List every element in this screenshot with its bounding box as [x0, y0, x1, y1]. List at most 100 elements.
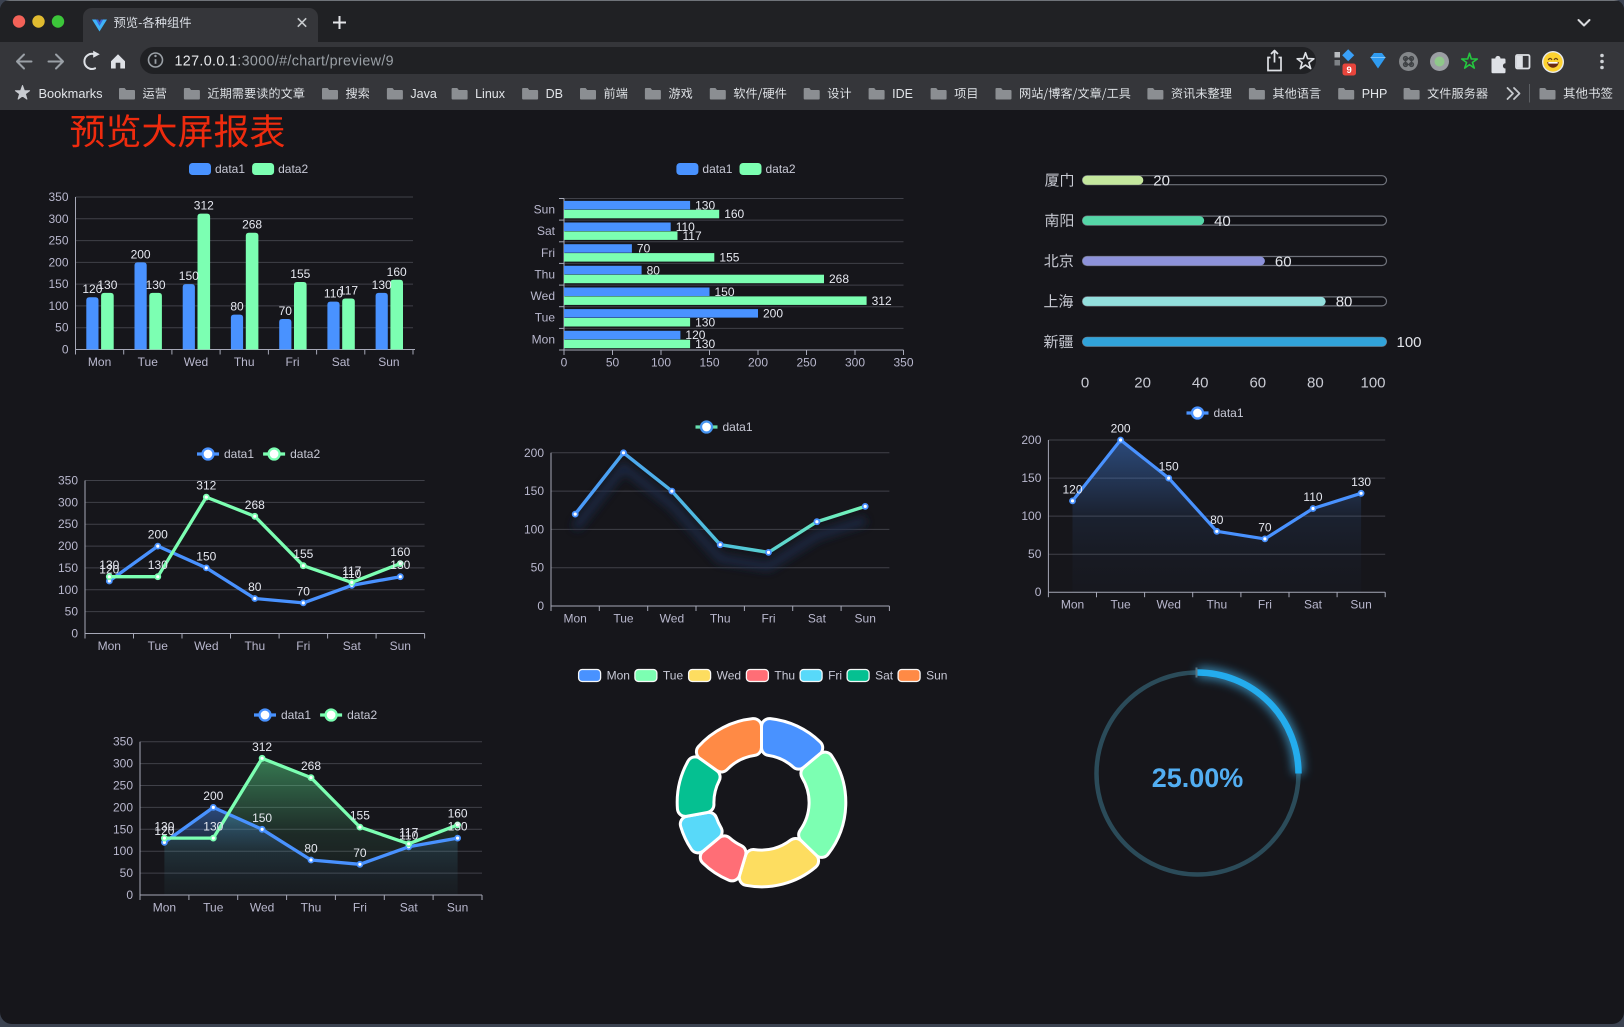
svg-text:data1: data1 [1214, 406, 1244, 420]
svg-text:25.00%: 25.00% [1152, 763, 1244, 793]
svg-text:50: 50 [55, 321, 69, 335]
svg-text:0: 0 [1081, 375, 1089, 392]
svg-text:100: 100 [524, 522, 544, 536]
svg-text:130: 130 [695, 337, 715, 351]
svg-text:150: 150 [179, 269, 199, 283]
svg-text:data1: data1 [215, 162, 245, 176]
svg-text:150: 150 [48, 277, 68, 291]
svg-text:0: 0 [537, 599, 544, 613]
svg-text:100: 100 [58, 583, 78, 597]
svg-text:150: 150 [113, 822, 133, 836]
svg-text:160: 160 [724, 207, 744, 221]
svg-text:Fri: Fri [286, 355, 300, 369]
svg-text:200: 200 [148, 528, 168, 542]
svg-text:130: 130 [372, 278, 392, 292]
svg-text:data2: data2 [290, 447, 320, 461]
svg-text:40: 40 [1214, 213, 1231, 230]
svg-text:70: 70 [1258, 520, 1272, 534]
svg-text:50: 50 [65, 605, 79, 619]
svg-text:100: 100 [48, 299, 68, 313]
svg-text:Mon: Mon [153, 901, 176, 915]
svg-text:Thu: Thu [301, 901, 322, 915]
svg-text:120: 120 [99, 563, 119, 577]
svg-text:20: 20 [1153, 173, 1170, 190]
svg-text:80: 80 [1210, 513, 1224, 527]
svg-text:117: 117 [342, 564, 361, 578]
svg-text:Sun: Sun [855, 612, 876, 626]
svg-text:Sun: Sun [390, 639, 411, 653]
svg-text:data1: data1 [723, 420, 753, 434]
svg-text:120: 120 [154, 824, 174, 838]
svg-text:155: 155 [719, 251, 739, 265]
svg-text:130: 130 [97, 278, 117, 292]
svg-text:Sat: Sat [808, 612, 827, 626]
svg-text:Fri: Fri [1258, 598, 1272, 612]
svg-text:Wed: Wed [250, 901, 274, 915]
svg-text:268: 268 [301, 759, 321, 773]
svg-text:130: 130 [695, 316, 715, 330]
svg-text:155: 155 [350, 809, 370, 823]
svg-text:70: 70 [353, 846, 367, 860]
svg-text:268: 268 [242, 218, 262, 232]
svg-text:Mon: Mon [1061, 598, 1084, 612]
svg-text:110: 110 [1303, 490, 1322, 504]
svg-text:Sun: Sun [447, 901, 468, 915]
svg-text:130: 130 [203, 820, 223, 834]
svg-text:IDE: IDE [892, 87, 913, 101]
svg-text:Sat: Sat [400, 901, 419, 915]
svg-text:Mon: Mon [88, 355, 111, 369]
svg-text:80: 80 [647, 263, 661, 277]
svg-text:Wed: Wed [531, 289, 555, 303]
svg-text:data2: data2 [766, 162, 796, 176]
svg-text:117: 117 [683, 229, 702, 243]
svg-text:data1: data1 [224, 447, 254, 461]
svg-text:200: 200 [203, 789, 223, 803]
svg-text:160: 160 [390, 545, 410, 559]
svg-text:200: 200 [1021, 433, 1041, 447]
svg-text:data1: data1 [281, 708, 311, 722]
svg-text:Wed: Wed [717, 669, 741, 683]
svg-text:70: 70 [297, 584, 311, 598]
svg-text:Wed: Wed [184, 355, 208, 369]
svg-text:Linux: Linux [475, 87, 506, 101]
svg-text:Tue: Tue [1110, 598, 1131, 612]
svg-text:130: 130 [154, 820, 174, 834]
svg-text:117: 117 [339, 284, 358, 298]
svg-text:Sun: Sun [534, 203, 555, 217]
svg-text:350: 350 [48, 190, 68, 204]
svg-text:0: 0 [561, 356, 568, 370]
svg-text:data1: data1 [702, 162, 732, 176]
svg-text:117: 117 [399, 825, 418, 839]
svg-text:0: 0 [71, 627, 78, 641]
svg-text:Sat: Sat [1304, 598, 1323, 612]
svg-text:50: 50 [120, 866, 134, 880]
svg-text:100: 100 [1021, 509, 1041, 523]
svg-text:Fri: Fri [296, 639, 310, 653]
svg-text:350: 350 [58, 474, 78, 488]
svg-text:Sat: Sat [537, 224, 556, 238]
svg-text:70: 70 [279, 304, 293, 318]
svg-text:300: 300 [845, 356, 865, 370]
svg-text:100: 100 [113, 844, 133, 858]
svg-text:150: 150 [58, 561, 78, 575]
svg-text:350: 350 [893, 356, 913, 370]
svg-text:130: 130 [99, 558, 119, 572]
svg-text:110: 110 [399, 828, 418, 842]
svg-text:127.0.0.1:3000/#/chart/preview: 127.0.0.1:3000/#/chart/preview/9 [175, 53, 394, 69]
svg-text:0: 0 [62, 343, 69, 357]
svg-text:312: 312 [872, 294, 892, 308]
svg-text:120: 120 [685, 328, 705, 342]
svg-text:350: 350 [113, 735, 133, 749]
svg-text:200: 200 [1111, 422, 1131, 436]
svg-text:312: 312 [196, 479, 216, 493]
svg-text:70: 70 [637, 242, 651, 256]
svg-text:120: 120 [1062, 482, 1082, 496]
svg-text:300: 300 [113, 757, 133, 771]
svg-text:Fri: Fri [353, 901, 367, 915]
svg-text:200: 200 [524, 446, 544, 460]
svg-text:150: 150 [196, 549, 216, 563]
svg-text:160: 160 [448, 806, 468, 820]
svg-text:150: 150 [524, 484, 544, 498]
svg-text:Fri: Fri [762, 612, 776, 626]
svg-text:Sat: Sat [875, 669, 894, 683]
